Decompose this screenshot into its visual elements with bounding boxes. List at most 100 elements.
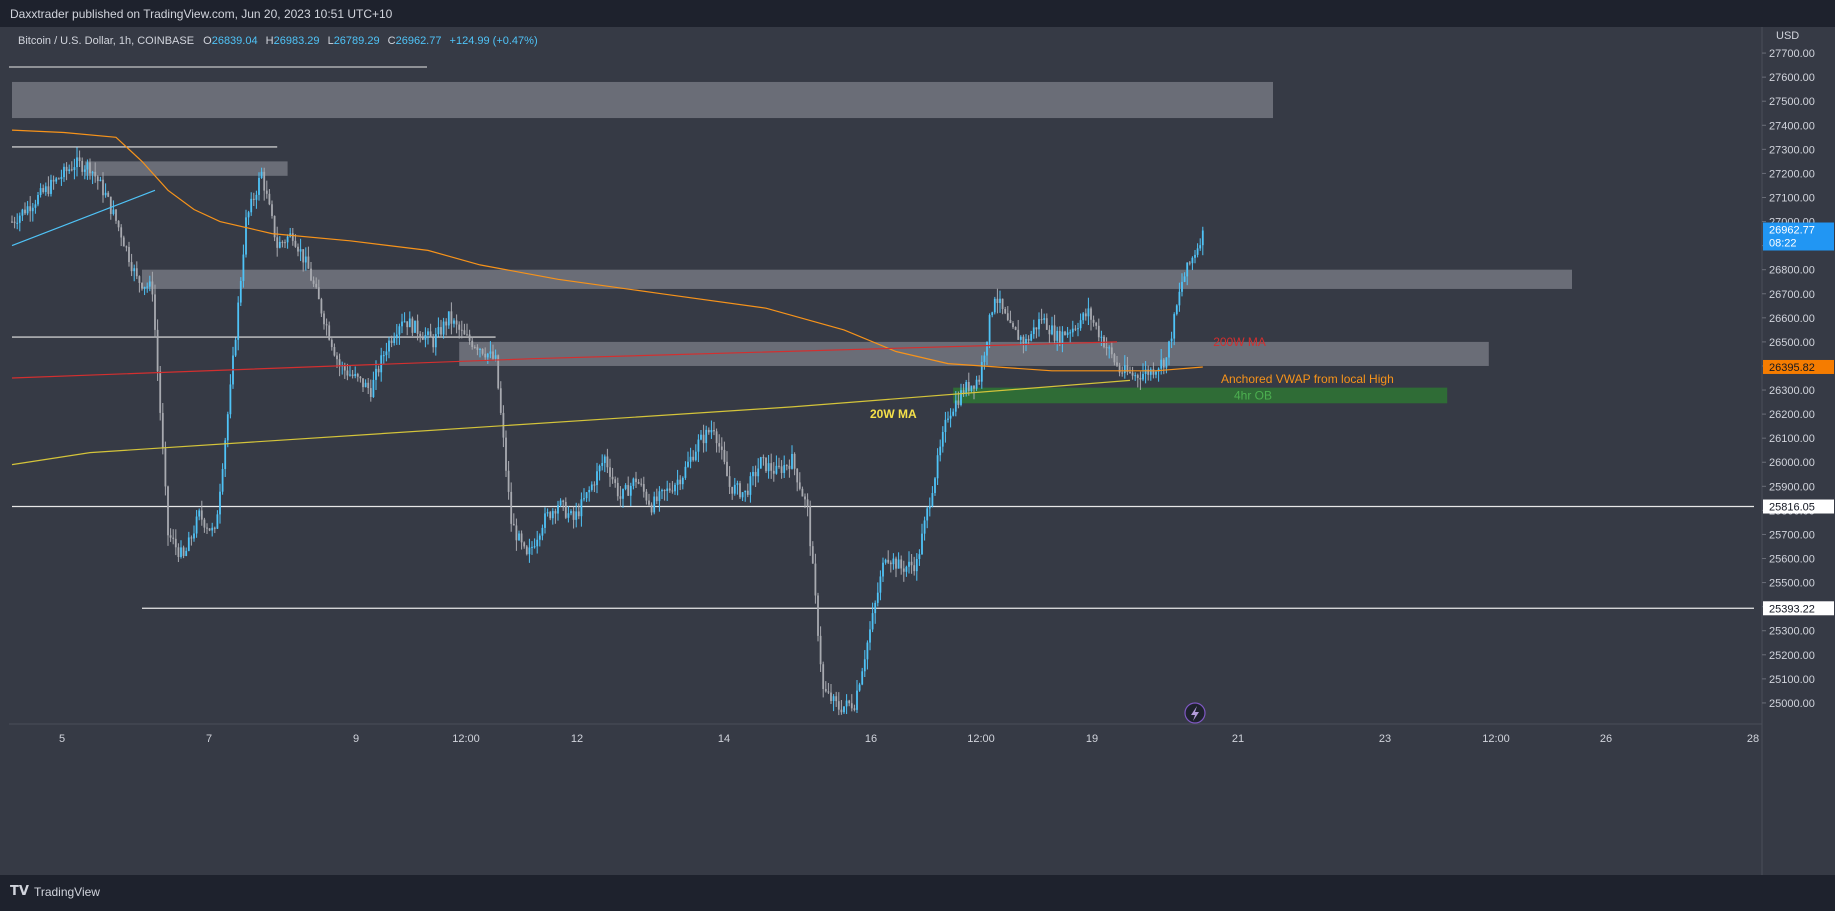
y-tick-label: 27100.00 [1769,192,1815,204]
candle-body [622,488,624,499]
candle-body [1116,362,1118,366]
candle-body [796,468,799,483]
candle-body [598,465,601,472]
candle-body [1066,332,1069,336]
candle-body [962,390,965,394]
candle-body [983,355,986,362]
candle-body [785,465,788,467]
candle-body [882,562,884,577]
candle-body [1173,314,1176,339]
candle-body [892,558,895,565]
candle-body [47,186,50,194]
price-axis[interactable] [1762,27,1835,875]
symbol-title[interactable]: Bitcoin / U.S. Dollar, 1h, COINBASE [18,35,195,47]
zone-gray[interactable] [142,269,1572,289]
candle-body [291,233,294,241]
candle-body [427,331,429,335]
candle-body [536,539,539,547]
candle-body [343,365,346,371]
candle-body [928,506,931,509]
x-tick-label: 5 [59,733,65,745]
price-badge-vwap[interactable] [1763,359,1834,374]
candle-body [902,568,905,572]
y-tick-label: 26500.00 [1769,337,1815,349]
candle-body [328,325,331,340]
zone-gray[interactable] [12,81,1273,119]
candle-body [749,476,752,495]
lightning-icon[interactable] [1184,702,1206,724]
candle-body [1077,328,1079,330]
y-tick-label: 26300.00 [1769,385,1815,397]
candle-body [450,311,453,324]
candle-body [16,222,19,224]
candle-body [73,167,76,170]
candle-body [908,561,910,567]
candle-body [551,511,554,519]
candle-body [697,439,700,452]
candle-body [195,516,198,534]
high-label: H [265,35,274,47]
price-badge-last[interactable] [1763,222,1834,251]
candle-body [107,192,110,197]
candle-body [572,511,575,520]
zone-green[interactable] [953,387,1448,404]
candle-body [603,456,606,463]
candle-body [1071,328,1074,333]
candle-body [949,415,952,419]
candle-body [1149,369,1152,375]
candle-body [718,443,721,447]
candle-body [349,374,351,376]
candle-body [265,190,268,194]
x-tick-label: 23 [1379,733,1391,745]
candle-body [507,470,510,492]
candle-body [640,483,643,485]
tradingview-logo-icon: 𝗧𝗩 [10,884,29,899]
candle-body [154,294,156,330]
candle-body [219,491,221,515]
candle-body [934,478,936,494]
candle-body [434,334,437,348]
x-tick-label: 12:00 [1482,733,1510,745]
candle-body [624,485,627,489]
candle-body [728,476,731,487]
candle-body [770,463,773,471]
y-tick-label: 25500.00 [1769,578,1815,590]
x-tick-label: 7 [206,733,212,745]
y-tick-label: 27300.00 [1769,144,1815,156]
chart-panel[interactable]: Anchored VWAP from local High 200W MA 20W … [0,27,1835,875]
candle-body [910,561,913,566]
candle-body [1131,372,1134,376]
candle-body [970,385,973,392]
candle-body [541,527,544,536]
candle-body [874,602,877,614]
ma20w-line[interactable] [11,379,1131,466]
candle-body [1051,325,1053,335]
price-badge-text: 26962.77 [1769,225,1815,237]
trend-line[interactable] [11,189,156,247]
candle-body [419,333,422,338]
price-badge-level[interactable] [1763,499,1834,514]
ma200w-line[interactable] [11,341,1118,379]
candle-body [824,689,827,692]
candle-body [957,400,960,405]
price-badge-level[interactable] [1763,601,1834,616]
candle-body [733,484,736,494]
candle-body [1061,331,1064,343]
vwap-line[interactable] [11,129,1203,372]
candle-body [1040,319,1043,321]
candle-body [840,709,843,713]
candle-body [1074,328,1077,330]
candle-body [1142,373,1144,380]
footer-brand[interactable]: 𝗧𝗩 TradingView [10,884,100,899]
plot-area[interactable] [9,27,1762,724]
zone-gray[interactable] [84,161,288,176]
candle-body [850,703,853,709]
candle-body [208,528,211,531]
candle-body [37,195,39,205]
candle-body [1170,338,1173,342]
candle-body [767,463,770,472]
candle-body [897,559,900,569]
candle-body [447,311,450,326]
price-chart[interactable]: Anchored VWAP from local High 200W MA 20W … [0,27,1835,875]
candle-body [1027,338,1030,341]
